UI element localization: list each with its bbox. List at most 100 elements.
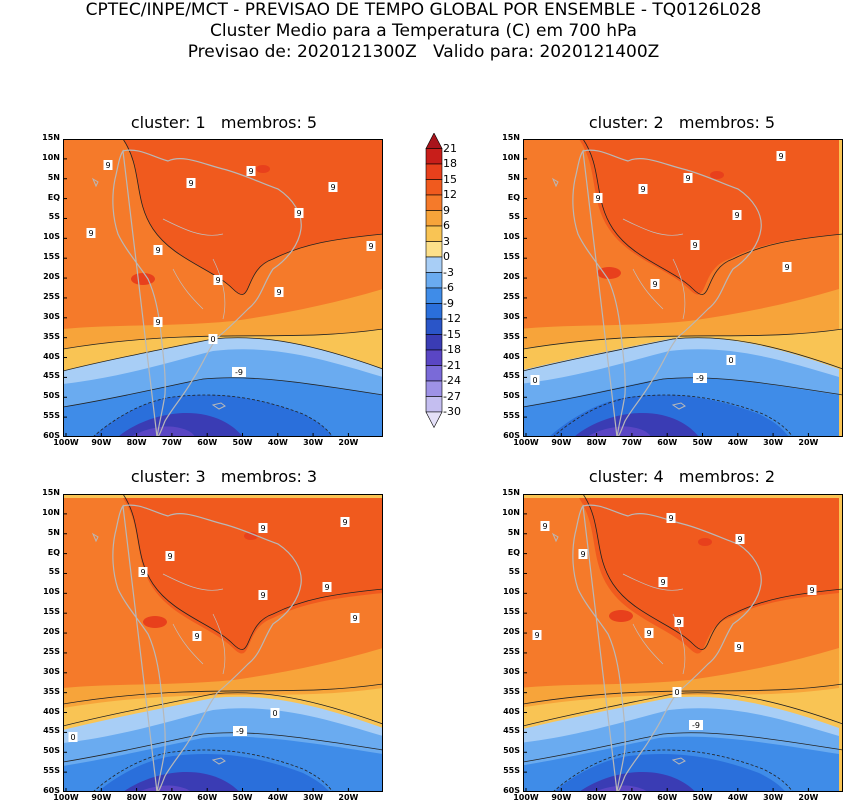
contour-label: 0	[674, 688, 679, 697]
latitude-label: 20S	[503, 627, 520, 637]
colorbar-label: -15	[443, 327, 461, 341]
latitude-label: EQ	[47, 192, 60, 202]
latitude-label: 40S	[43, 706, 60, 716]
latitude-label: 20S	[43, 627, 60, 637]
contour-label-box	[340, 517, 350, 527]
longitude-label: 60W	[197, 438, 218, 447]
colorbar-label: -30	[443, 405, 461, 418]
latitude-label: 5N	[47, 172, 60, 182]
contour-line	[523, 683, 843, 705]
contour-line	[692, 233, 843, 295]
contour-label-box	[138, 567, 148, 577]
contour-line	[552, 749, 794, 792]
latitude-label: 15N	[502, 133, 520, 142]
contour-label-box	[153, 245, 163, 255]
contour-label-box	[540, 521, 550, 531]
latitude-label: 5S	[508, 212, 520, 222]
temperature-band	[579, 771, 696, 792]
contour-line	[92, 394, 334, 437]
map-frame	[523, 139, 843, 437]
contour-label-box	[693, 373, 707, 383]
contour-label: 9	[542, 522, 547, 531]
latitude-label: 45S	[503, 726, 520, 736]
colorbar-label: 6	[443, 219, 450, 232]
contour-label: 9	[640, 185, 645, 194]
latitude-label: 10N	[42, 507, 60, 517]
longitude-label: 80W	[126, 793, 147, 802]
longitude-label: 40W	[267, 793, 288, 802]
latitude-label: EQ	[47, 547, 60, 557]
contour-label: 0	[728, 356, 733, 365]
header-line-3: Previsao de: 2020121300Z Valido para: 20…	[187, 42, 660, 62]
latitude-label: 25S	[43, 291, 60, 301]
contour-label-box	[233, 726, 247, 736]
latitude-label: 60S	[43, 786, 60, 795]
contour-label: 9	[692, 241, 697, 250]
contour-label-box	[328, 182, 338, 192]
colorbar-label: 18	[443, 157, 457, 170]
latitude-label: 10N	[42, 152, 60, 162]
warm-core	[131, 273, 155, 285]
contour-label-box	[232, 367, 246, 377]
contour-label: 9	[155, 318, 160, 327]
contour-label: 9	[140, 568, 145, 577]
contour-line	[232, 233, 383, 295]
island-outline	[91, 177, 226, 410]
map-frame	[523, 494, 843, 792]
latitude-label: 55S	[43, 766, 60, 776]
contour-label-box	[350, 613, 360, 623]
contour-label: 9	[248, 167, 253, 176]
contour-label-box	[734, 642, 744, 652]
header-line-2: Cluster Medio para a Temperatura (C) em …	[210, 21, 637, 41]
contour-label: 9	[736, 643, 741, 652]
colorbar-arrow-bottom	[425, 411, 443, 429]
border-line	[622, 218, 686, 320]
latitude-label: 40S	[43, 351, 60, 361]
colorbar-swatch	[425, 210, 443, 227]
contour-line	[582, 494, 694, 645]
colorbar-label: 0	[443, 250, 450, 263]
contour-label: 9	[260, 591, 265, 600]
temperature-band	[594, 785, 648, 792]
latitude-label: 20S	[503, 272, 520, 282]
contour-label: 9	[276, 288, 281, 297]
contour-label: 9	[668, 514, 673, 523]
contour-label-box	[658, 577, 668, 587]
latitude-label: 45S	[43, 371, 60, 381]
contour-label-box	[732, 210, 742, 220]
longitude-label: 50W	[232, 793, 253, 802]
latitude-label: 5S	[48, 567, 60, 577]
longitude-label: 70W	[621, 438, 642, 447]
contour-label-box	[683, 173, 693, 183]
warm-core	[609, 610, 633, 622]
contour-label: 9	[296, 209, 301, 218]
latitude-label: 15S	[503, 607, 520, 617]
panel-title: cluster: 2 membros: 5	[588, 113, 776, 132]
colorbar-swatch	[425, 334, 443, 351]
latitude-label: 35S	[503, 686, 520, 696]
contour-label: 9	[660, 578, 665, 587]
contour-label-box	[270, 708, 280, 718]
latitude-label: 5N	[47, 527, 60, 537]
colorbar-label: -24	[443, 374, 461, 387]
latitude-label: 30S	[43, 311, 60, 321]
contour-label-box	[726, 355, 736, 365]
warm-core	[597, 267, 621, 279]
latitude-label: 10S	[503, 232, 520, 242]
latitude-label: 10N	[502, 507, 520, 517]
contour-label-box	[165, 551, 175, 561]
contour-label-box	[674, 617, 684, 627]
contour-label: 9	[368, 242, 373, 251]
latitude-label: 25S	[503, 646, 520, 656]
panel-title: cluster: 3 membros: 3	[130, 467, 318, 486]
contour-label: -9	[692, 721, 700, 730]
latitude-label: 5N	[507, 527, 520, 537]
longitude-label: 50W	[692, 793, 713, 802]
temperature-band	[131, 426, 195, 437]
contour-label: 9	[534, 631, 539, 640]
warm-core	[143, 616, 167, 628]
longitude-label: 60W	[657, 438, 678, 447]
contour-label-box	[530, 375, 540, 385]
contour-label: 9	[778, 152, 783, 161]
contour-line	[63, 377, 383, 408]
